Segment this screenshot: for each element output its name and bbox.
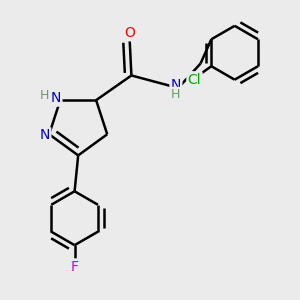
Text: N: N (40, 128, 50, 142)
Text: F: F (70, 260, 79, 274)
Text: N: N (171, 78, 181, 92)
Text: H: H (171, 88, 181, 101)
Text: N: N (51, 92, 61, 105)
Text: H: H (39, 89, 49, 102)
Text: O: O (124, 26, 135, 40)
Text: Cl: Cl (188, 73, 201, 86)
